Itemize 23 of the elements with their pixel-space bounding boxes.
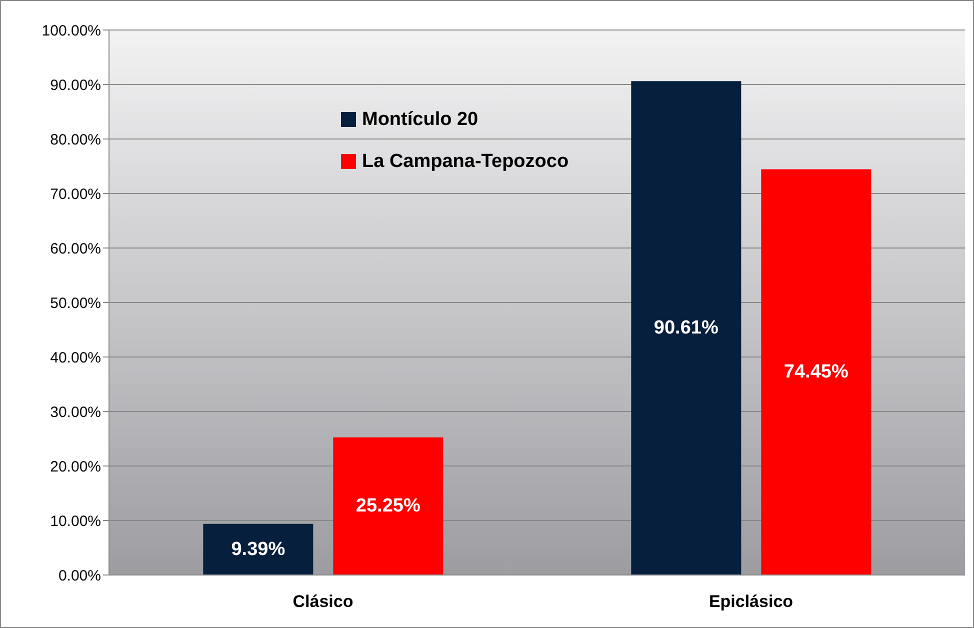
y-tick-label: 100.00% [42,22,101,40]
y-tick-label: 20.00% [50,458,101,476]
x-tick-label: Epiclásico [708,592,794,612]
bar [631,81,742,575]
y-tick-label: 40.00% [50,349,101,366]
data-label: 9.39% [231,538,286,560]
y-tick-label: 60.00% [50,240,101,258]
y-tick-label: 0.00% [58,567,101,584]
data-label: 74.45% [784,362,848,383]
y-tick-label: 90.00% [50,76,101,94]
bar [203,524,314,575]
legend-label: Montículo 20 [362,108,478,130]
y-tick-label: 70.00% [50,186,101,203]
y-tick-label: 50.00% [50,294,101,312]
x-tick-label: Clásico [292,592,354,612]
bar [333,437,444,575]
bar [761,169,872,575]
data-label: 25.25% [356,496,420,517]
y-tick-label: 30.00% [50,404,101,421]
y-tick-label: 10.00% [50,512,101,530]
data-label: 90.61% [654,318,718,339]
legend-label: La Campana-Tepozoco [362,150,569,172]
y-tick-label: 80.00% [50,131,101,148]
